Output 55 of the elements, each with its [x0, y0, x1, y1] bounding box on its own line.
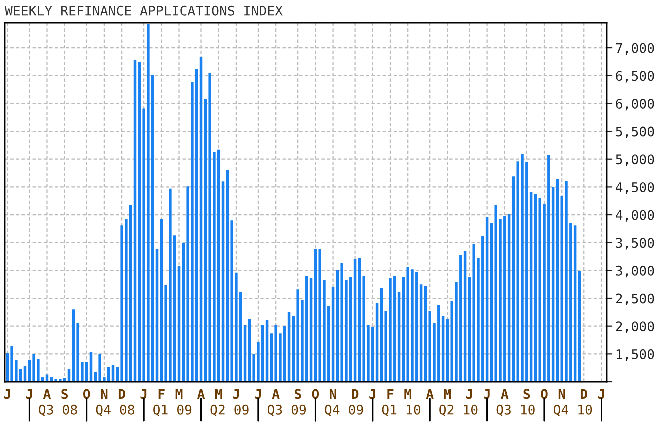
x-tick-label: J — [598, 389, 604, 400]
x-tick-label: A — [501, 389, 509, 399]
x-tick-label: O — [312, 389, 320, 400]
x-tick-label: A — [43, 389, 52, 399]
y-tick-label: 5,000 — [616, 154, 654, 166]
x-tick-label: S — [524, 389, 530, 400]
x-tick-label: F — [158, 389, 165, 399]
text: Q2 09 — [210, 404, 249, 416]
y-tick-label: 7,000 — [616, 43, 654, 55]
x-tick-label: D — [118, 389, 126, 399]
x-tick-label: O — [541, 389, 548, 400]
text: Q4 08 — [96, 404, 134, 416]
text: Q3 09 — [268, 404, 306, 416]
text: Q1 09 — [154, 404, 192, 416]
y-tick-label: 6,000 — [616, 98, 654, 111]
y-tick-label: 5,500 — [616, 126, 654, 138]
x-tick-label: J — [233, 389, 239, 400]
text: Q2 10 — [440, 404, 478, 416]
x-tick-label: O — [83, 389, 90, 400]
x-tick-label: J — [255, 389, 261, 400]
x-tick-label: M — [215, 389, 222, 399]
x-tick-label: N — [330, 389, 336, 399]
x-tick-label: J — [4, 389, 10, 400]
text: Q3 10 — [496, 404, 535, 416]
x-tick-label: S — [62, 389, 68, 400]
text: Q1 10 — [382, 404, 420, 416]
x-tick-label: J — [140, 389, 147, 400]
text: Q4 09 — [325, 404, 364, 416]
y-tick-label: 3,000 — [616, 266, 654, 278]
x-tick-label: M — [404, 389, 412, 399]
text: Q3 08 — [39, 404, 78, 416]
x-tick-label: A — [272, 389, 280, 399]
x-tick-label: N — [558, 389, 566, 399]
x-tick-label: M — [444, 389, 452, 399]
x-tick-label: A — [426, 389, 434, 399]
y-tick-label: 4,500 — [616, 182, 654, 194]
y-tick-label: 4,000 — [616, 210, 654, 222]
x-tick-label: D — [352, 389, 359, 399]
x-tick-label: J — [370, 389, 376, 400]
y-tick-label: 6,500 — [616, 71, 654, 83]
chart-title: WEEKLY REFINANCE APPLICATIONS INDEX — [5, 6, 283, 16]
x-tick-label: S — [294, 389, 302, 400]
x-tick-label: J — [26, 389, 32, 400]
x-tick-label: J — [466, 389, 472, 400]
x-tick-label: D — [581, 389, 588, 399]
x-tick-label: J — [484, 389, 490, 400]
x-tick-label: M — [176, 389, 183, 399]
x-tick-label: N — [101, 389, 108, 399]
x-tick-label: A — [198, 389, 206, 399]
text: Q4 10 — [554, 404, 592, 416]
y-tick-label: 2,000 — [616, 322, 654, 334]
y-tick-label: 2,500 — [616, 294, 654, 306]
y-tick-label: 3,500 — [616, 238, 654, 250]
x-tick-label: F — [388, 389, 394, 399]
y-tick-label: 1,500 — [616, 349, 654, 362]
